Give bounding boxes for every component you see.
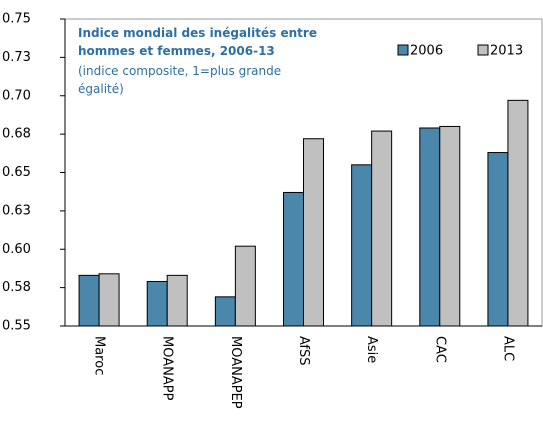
x-tick-label: ALC [500, 336, 515, 361]
bar [351, 164, 373, 327]
x-tick-label: Asie [364, 336, 379, 363]
bar [166, 274, 188, 327]
bar [283, 191, 304, 327]
bar [487, 152, 509, 327]
x-tick-label: MOANAPEP [228, 336, 243, 409]
x-tick-label: AfSS [296, 336, 311, 366]
chart-title: Indice mondial des inégalités entre homm… [78, 26, 317, 58]
legend-swatch [397, 44, 409, 56]
legend-label: 2013 [490, 44, 523, 59]
bar [234, 245, 256, 327]
y-tick-label: 0.63 [2, 203, 31, 218]
y-tick-label: 0.55 [2, 319, 31, 334]
bar [98, 273, 120, 327]
x-tick-label: MOANAPP [160, 336, 175, 401]
y-tick-label: 0.68 [2, 127, 31, 142]
bar [371, 130, 393, 327]
y-tick-label: 0.65 [2, 165, 31, 180]
x-tick-label: CAC [432, 336, 447, 363]
bar [303, 138, 324, 327]
x-tick-label: Maroc [92, 336, 107, 375]
y-tick-label: 0.73 [2, 50, 31, 65]
bar [78, 274, 100, 327]
y-tick-label: 0.70 [2, 88, 31, 103]
legend-label: 2006 [410, 44, 443, 59]
bar [507, 99, 529, 327]
y-tick-label: 0.60 [2, 242, 31, 257]
y-tick-label: 0.75 [2, 12, 31, 27]
bar [419, 127, 441, 327]
bar [439, 125, 461, 327]
bar [214, 296, 236, 327]
y-tick-label: 0.58 [2, 280, 31, 295]
chart-subtitle: (indice composite, 1=plus grande égalité… [78, 64, 282, 96]
bar [146, 280, 168, 327]
legend-swatch [477, 44, 489, 56]
